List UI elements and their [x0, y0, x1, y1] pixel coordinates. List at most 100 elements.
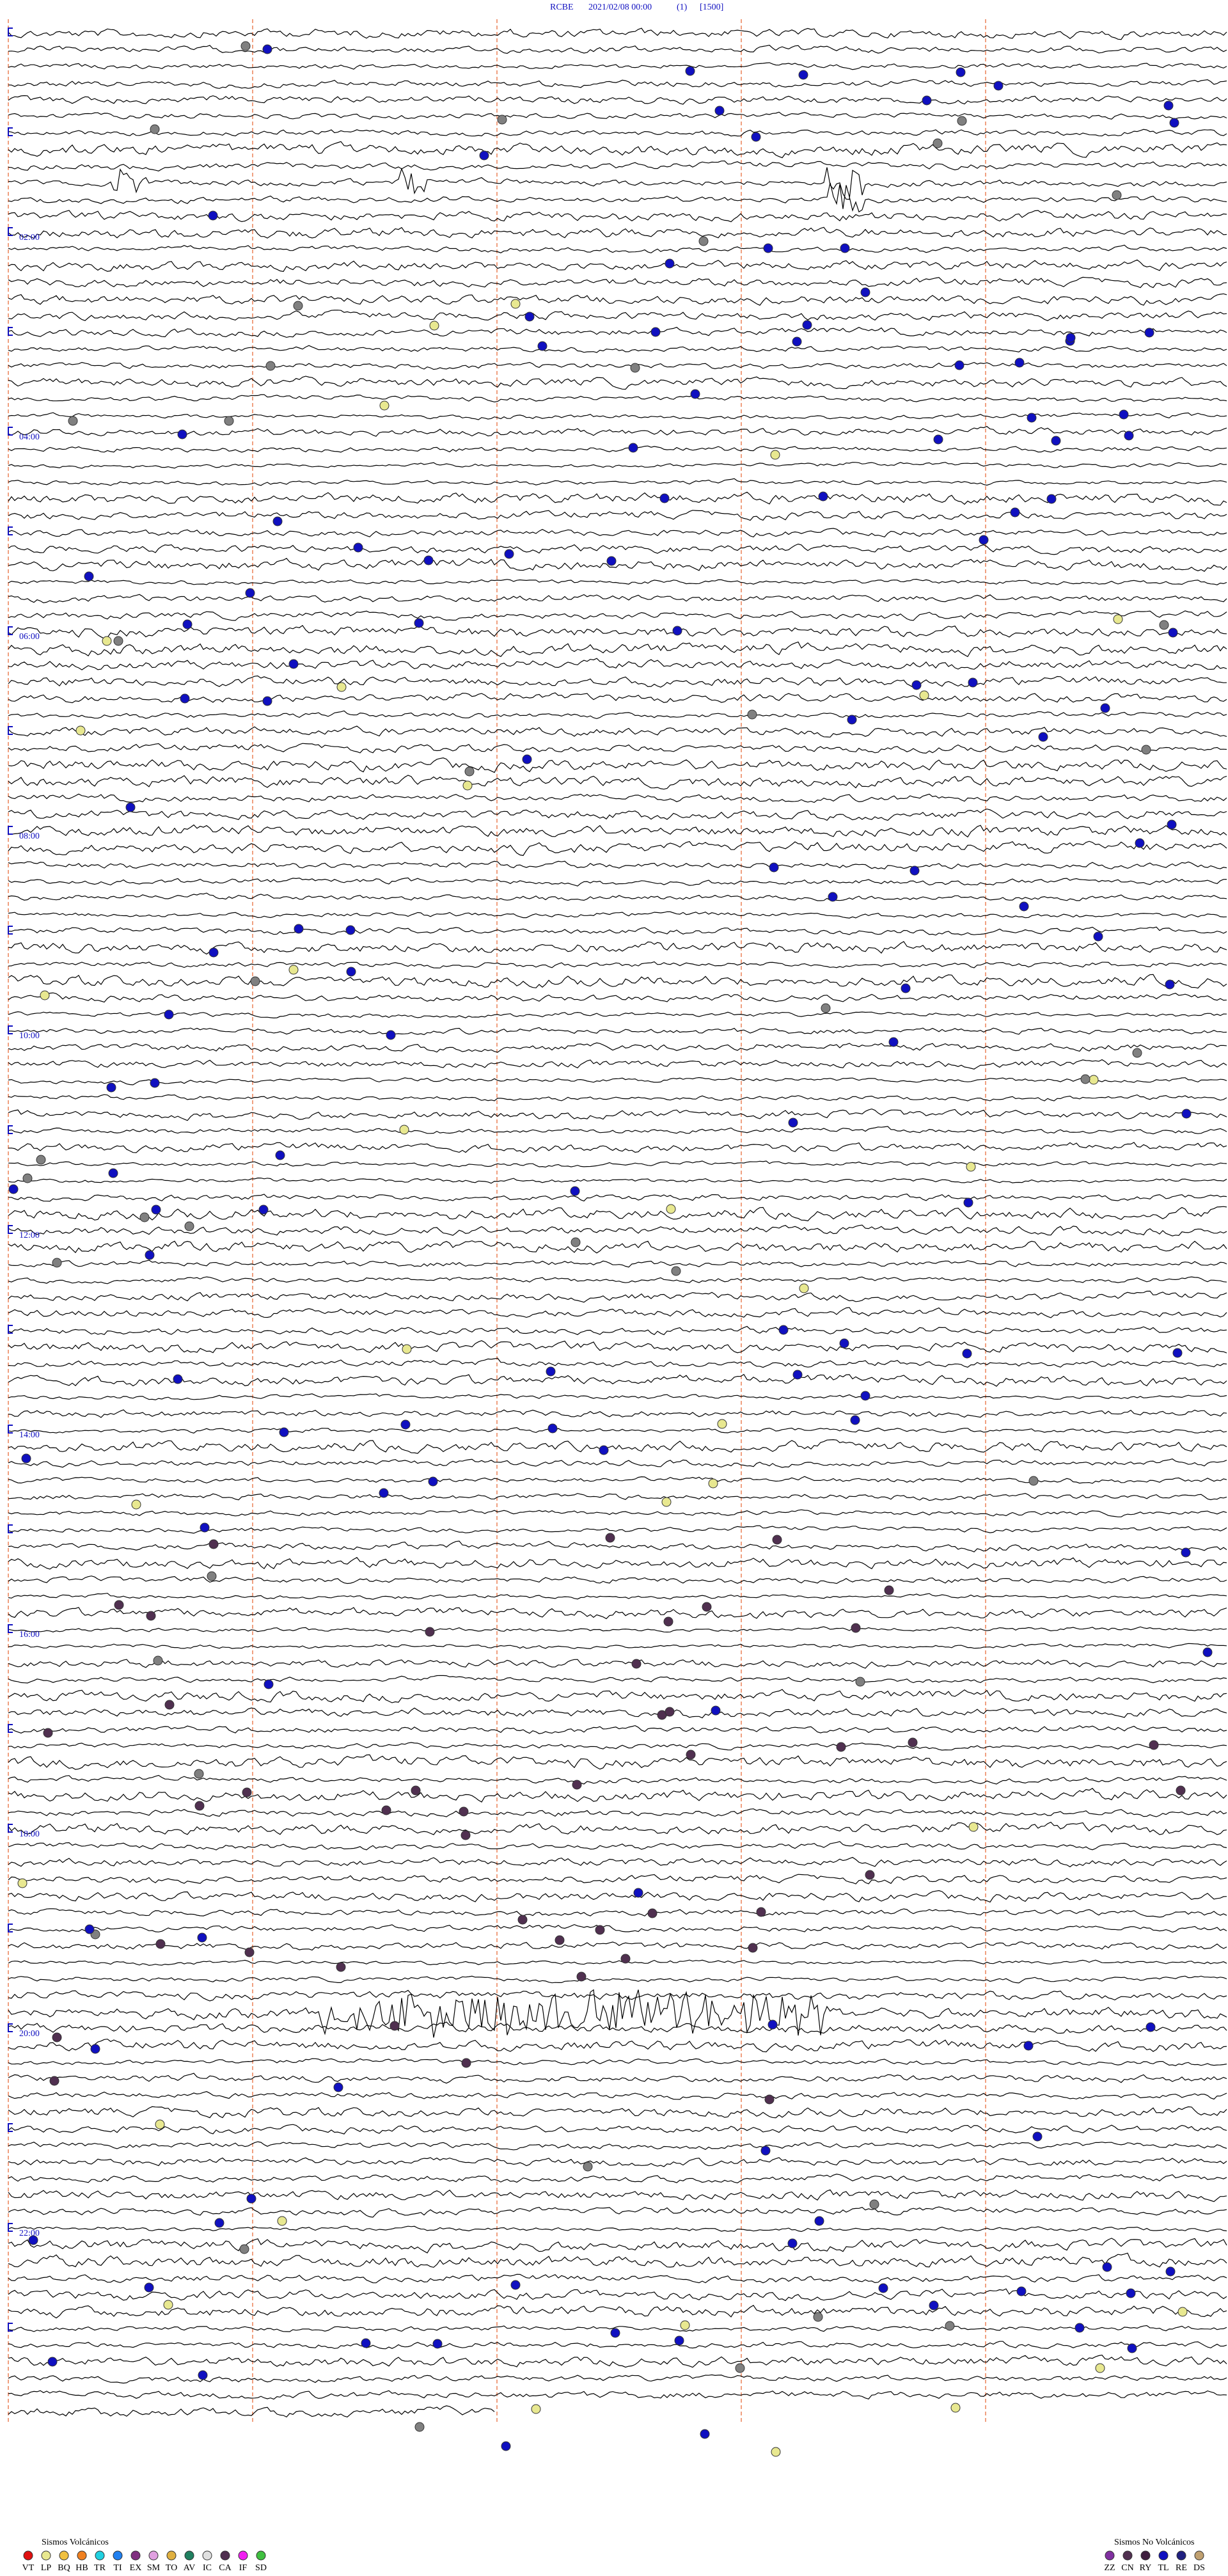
seismic-trace [8, 926, 1227, 936]
time-label: 22:00 [19, 2229, 40, 2238]
seismic-trace [8, 1808, 1227, 1817]
seismic-trace [8, 1373, 1227, 1387]
seismic-trace [8, 1754, 1227, 1770]
event-marker [908, 1737, 918, 1748]
event-marker [8, 1184, 19, 1194]
event-marker [1168, 628, 1178, 638]
seismic-trace [8, 2405, 495, 2418]
seismic-trace [8, 28, 1227, 40]
time-label: 10:00 [19, 1031, 40, 1041]
seismic-trace [8, 375, 1227, 390]
seismic-trace [8, 1011, 1227, 1019]
seismic-trace [8, 961, 1227, 968]
event-marker [250, 976, 260, 986]
event-marker [674, 2335, 684, 2346]
seismic-trace [8, 510, 1227, 521]
event-marker [1172, 1348, 1183, 1358]
hour-bracket [8, 2123, 13, 2132]
seismic-trace [8, 841, 1227, 857]
event-marker [125, 802, 136, 812]
event-marker [1066, 333, 1076, 343]
seismic-trace [8, 1959, 1227, 1966]
event-marker [888, 1037, 899, 1047]
event-marker [379, 400, 390, 411]
event-marker [869, 2199, 879, 2209]
legend-label: LP [41, 2563, 52, 2573]
seismic-trace [8, 2374, 1227, 2384]
event-marker [336, 1962, 346, 1972]
event-marker [583, 2161, 593, 2172]
seismic-trace [8, 2355, 1227, 2368]
time-label: 12:00 [19, 1231, 40, 1240]
legend-swatch [41, 2550, 51, 2561]
seismic-trace [8, 1924, 1227, 1933]
seismic-trace [8, 1908, 1227, 1918]
hour-bracket [8, 826, 13, 835]
seismic-trace [8, 1476, 1227, 1484]
legend-title: Sismos Volcánicos [42, 2538, 109, 2547]
event-marker [747, 709, 757, 720]
hour-bracket [8, 1325, 13, 1334]
event-marker [680, 2320, 690, 2330]
event-marker [194, 1769, 204, 1779]
seismic-trace [8, 860, 1227, 870]
legend-swatch [1158, 2550, 1169, 2561]
seismic-trace [8, 1557, 1227, 1570]
event-marker [650, 327, 661, 337]
seismic-trace [8, 394, 1227, 403]
event-marker [151, 1205, 161, 1215]
seismic-trace [8, 1409, 1227, 1418]
time-label: 02:00 [19, 233, 40, 242]
event-marker [240, 41, 251, 51]
event-marker [1112, 190, 1122, 200]
hour-bracket [8, 227, 13, 236]
legend-title: Sismos No Volcánicos [1114, 2538, 1195, 2547]
event-marker [22, 1173, 33, 1183]
event-marker [1016, 2286, 1027, 2296]
event-marker [258, 1205, 269, 1215]
event-marker [345, 925, 356, 935]
event-marker [106, 1082, 116, 1093]
event-marker [1127, 2343, 1137, 2353]
seismic-trace [8, 445, 1227, 453]
seismic-trace [8, 412, 1227, 420]
event-marker [353, 542, 363, 553]
event-marker [461, 2058, 471, 2068]
event-marker [497, 115, 507, 125]
legend-swatch [23, 2550, 33, 2561]
seismic-trace [8, 478, 1227, 486]
time-label: 20:00 [19, 2029, 40, 2039]
event-marker [1165, 2266, 1176, 2277]
event-marker [333, 2082, 343, 2092]
seismic-trace [8, 1142, 1227, 1153]
event-marker [272, 516, 283, 526]
event-marker [814, 2216, 824, 2226]
event-marker [1141, 745, 1151, 755]
event-marker [663, 1616, 673, 1627]
channel: (1) [677, 3, 688, 12]
seismic-trace [8, 62, 1227, 70]
seismic-trace [8, 1975, 1227, 1984]
event-marker [1102, 2262, 1112, 2272]
event-marker [262, 696, 272, 706]
event-marker [504, 549, 514, 559]
event-marker [246, 2193, 256, 2204]
event-marker [1080, 1074, 1090, 1084]
seismic-trace [8, 1224, 1227, 1237]
seismic-trace [8, 793, 1227, 803]
legend-label: SM [147, 2563, 161, 2573]
event-marker [771, 2447, 781, 2457]
seismic-trace [8, 2106, 1227, 2119]
event-marker [386, 1030, 396, 1040]
event-marker [956, 67, 966, 77]
event-marker [708, 1478, 718, 1489]
event-marker [1023, 2041, 1034, 2051]
event-marker [429, 320, 439, 331]
seismic-trace [8, 543, 1227, 555]
seismic-trace [8, 1607, 1227, 1620]
event-marker [1177, 2307, 1188, 2317]
event-marker [599, 1445, 609, 1455]
event-marker [698, 236, 709, 246]
event-marker [884, 1585, 894, 1595]
legend-swatch [1105, 2550, 1115, 2561]
